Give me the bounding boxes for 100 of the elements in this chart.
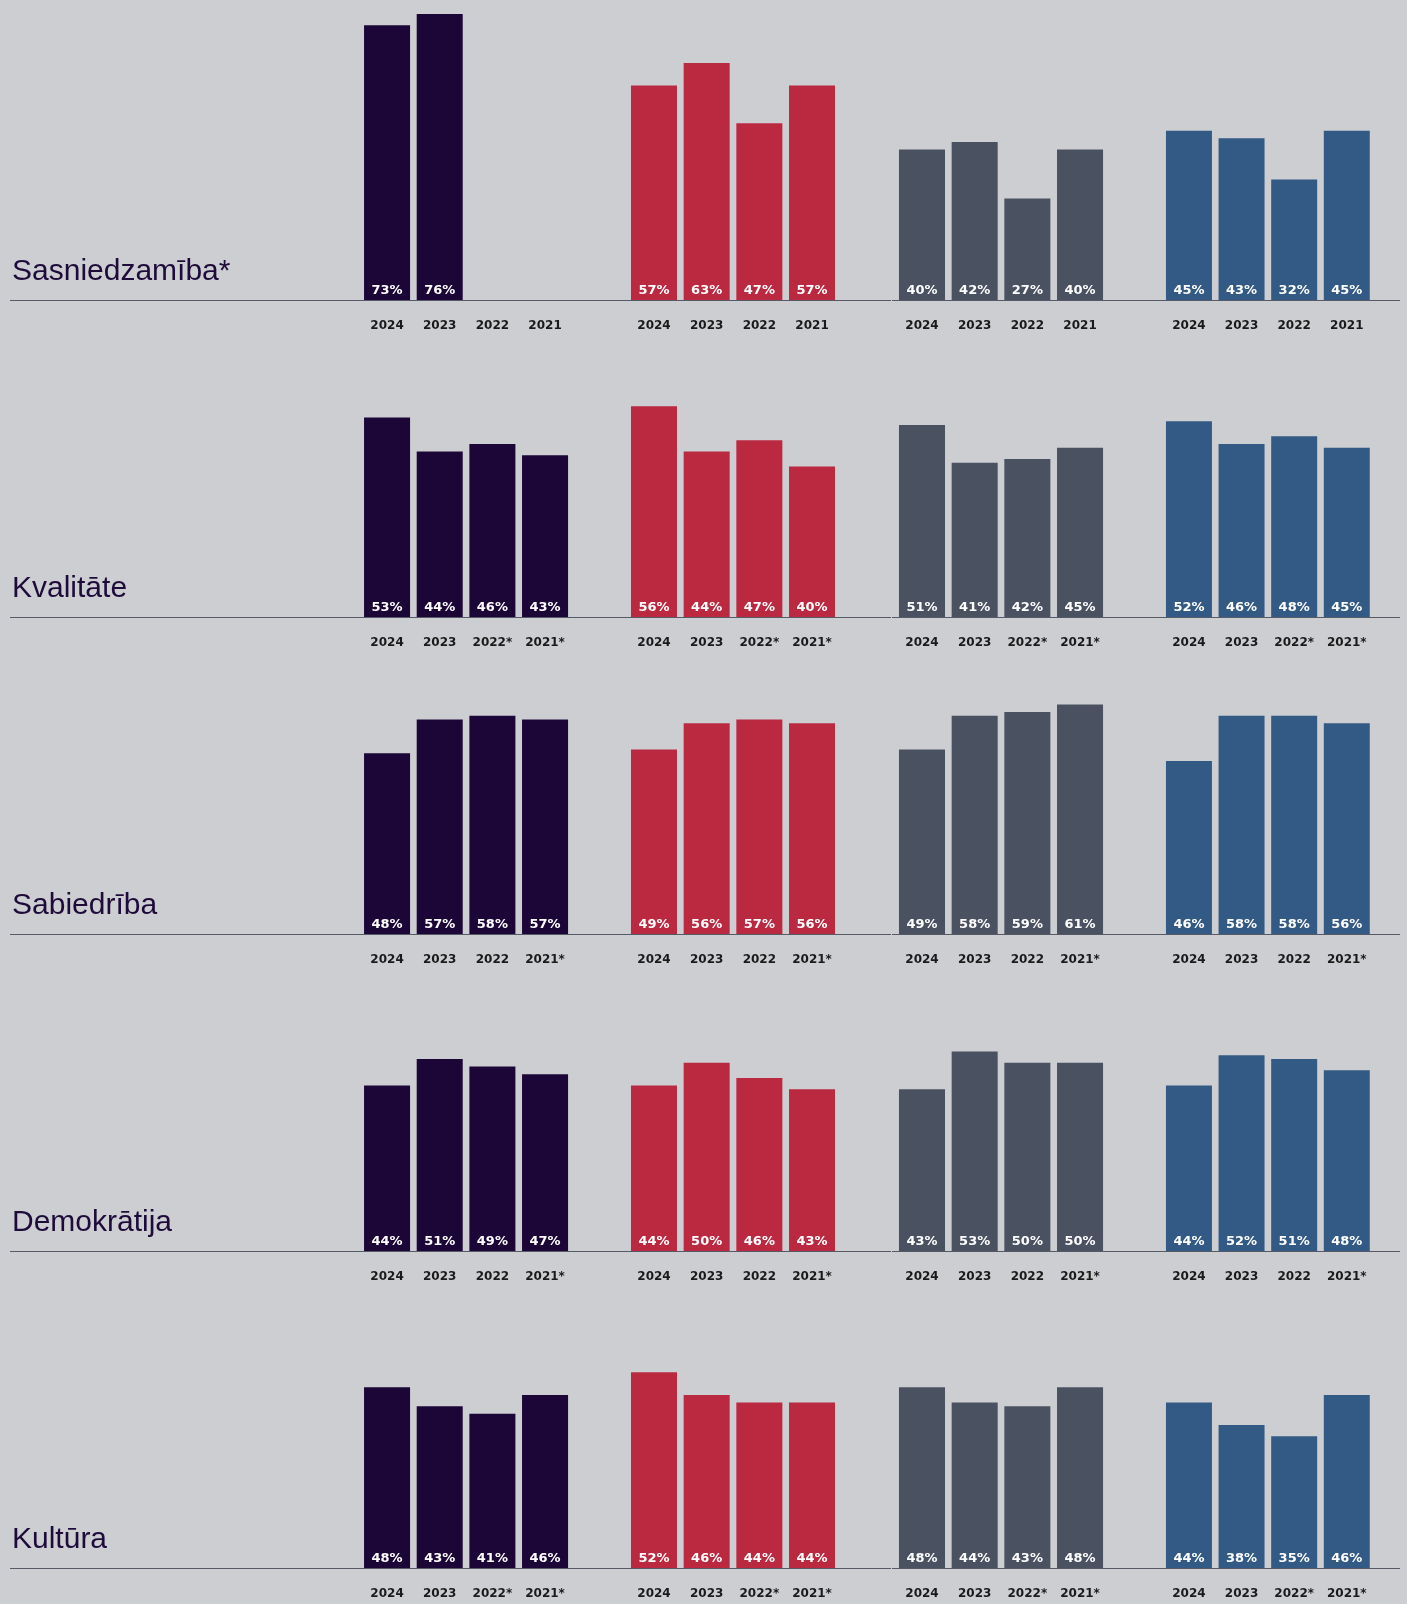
x-tick-label: 2022 xyxy=(475,318,510,333)
data-label: 46% xyxy=(476,599,508,614)
data-label: 27% xyxy=(1011,282,1043,297)
x-tick-label: 2021 xyxy=(795,318,830,333)
data-label: 73% xyxy=(371,282,403,297)
data-label: 48% xyxy=(1278,599,1310,614)
bar xyxy=(1270,1059,1317,1251)
x-tick-label: 2024 xyxy=(904,952,939,967)
data-label: 56% xyxy=(1330,916,1362,931)
x-tick-label: 2022 xyxy=(475,1269,510,1284)
bar xyxy=(789,466,836,617)
data-label: 51% xyxy=(1278,1233,1310,1248)
data-label: 38% xyxy=(1225,1550,1257,1565)
data-label: 43% xyxy=(529,599,561,614)
data-label: 41% xyxy=(958,599,990,614)
y-axis-title: Sabiedrība xyxy=(12,887,158,920)
data-label: 43% xyxy=(424,1550,456,1565)
data-label: 43% xyxy=(796,1233,828,1248)
data-label: 53% xyxy=(371,599,403,614)
bar xyxy=(364,1085,411,1251)
x-tick-label: 2024 xyxy=(370,1269,404,1284)
bar xyxy=(736,440,783,617)
bar xyxy=(1323,1394,1370,1568)
x-tick-label: 2023 xyxy=(423,1586,457,1601)
data-label: 48% xyxy=(1330,1233,1362,1248)
data-label: 41% xyxy=(476,1550,508,1565)
x-tick-label: 2022 xyxy=(1277,318,1311,333)
x-tick-label: 2021* xyxy=(525,952,566,967)
x-tick-label: 2022* xyxy=(472,1586,513,1601)
bar xyxy=(364,1387,411,1568)
x-tick-label: 2022 xyxy=(1277,1269,1311,1284)
data-label: 57% xyxy=(529,916,561,931)
x-tick-label: 2023 xyxy=(1224,1269,1258,1284)
x-tick-label: 2021 xyxy=(1062,318,1097,333)
x-tick-label: 2024 xyxy=(1171,635,1206,650)
data-label: 46% xyxy=(1172,916,1205,931)
data-label: 40% xyxy=(905,282,938,297)
bar xyxy=(1218,1425,1265,1568)
x-tick-label: 2023 xyxy=(690,952,724,967)
x-tick-label: 2022 xyxy=(475,952,510,967)
x-tick-label: 2023 xyxy=(423,318,457,333)
x-tick-label: 2023 xyxy=(1224,318,1258,333)
x-tick-label: 2023 xyxy=(957,318,991,333)
data-label: 44% xyxy=(958,1550,990,1565)
data-label: 46% xyxy=(691,1550,723,1565)
data-label: 46% xyxy=(1225,599,1257,614)
x-tick-label: 2024 xyxy=(904,1269,939,1284)
bar xyxy=(631,406,678,617)
x-tick-label: 2021* xyxy=(792,635,833,650)
x-tick-label: 2024 xyxy=(904,318,939,333)
x-tick-label: 2022* xyxy=(1273,1586,1315,1601)
x-tick-label: 2021* xyxy=(1326,635,1367,650)
data-label: 44% xyxy=(1172,1233,1205,1248)
x-tick-label: 2021 xyxy=(1329,318,1364,333)
data-label: 46% xyxy=(1330,1550,1362,1565)
x-tick-label: 2023 xyxy=(957,1586,991,1601)
x-tick-label: 2024 xyxy=(904,1586,939,1601)
x-tick-label: 2024 xyxy=(1171,1586,1206,1601)
x-tick-label: 2022 xyxy=(743,952,777,967)
data-label: 45% xyxy=(1063,599,1096,614)
data-label: 48% xyxy=(905,1550,938,1565)
data-label: 46% xyxy=(529,1550,561,1565)
bar xyxy=(522,1394,569,1568)
x-tick-label: 2021* xyxy=(525,635,566,650)
x-tick-label: 2022 xyxy=(743,1269,777,1284)
x-tick-label: 2023 xyxy=(423,1269,457,1284)
data-label: 59% xyxy=(1011,916,1043,931)
data-label: 49% xyxy=(905,916,938,931)
data-label: 57% xyxy=(638,282,670,297)
bar xyxy=(1270,1436,1317,1568)
x-tick-label: 2023 xyxy=(1224,952,1258,967)
bar xyxy=(1165,421,1212,617)
data-label: 40% xyxy=(1063,282,1096,297)
bar xyxy=(522,1074,569,1251)
bar xyxy=(1218,1055,1265,1251)
x-tick-label: 2022 xyxy=(1010,318,1044,333)
data-label: 44% xyxy=(371,1233,403,1248)
data-label: 51% xyxy=(905,599,938,614)
x-tick-label: 2021* xyxy=(1059,952,1101,967)
data-label: 43% xyxy=(905,1233,938,1248)
data-label: 57% xyxy=(796,282,828,297)
bar xyxy=(1165,1402,1212,1568)
x-tick-label: 2023 xyxy=(690,1586,724,1601)
bar xyxy=(469,443,516,617)
x-tick-label: 2024 xyxy=(1171,1269,1206,1284)
bar xyxy=(364,417,411,617)
x-tick-label: 2023 xyxy=(423,635,457,650)
x-tick-label: 2021* xyxy=(525,1269,566,1284)
x-tick-label: 2023 xyxy=(690,635,724,650)
x-tick-label: 2024 xyxy=(637,635,672,650)
data-label: 63% xyxy=(691,282,723,297)
data-label: 47% xyxy=(529,1233,561,1248)
y-axis-title: Kultūra xyxy=(12,1521,108,1554)
x-tick-label: 2022 xyxy=(1010,1269,1044,1284)
data-label: 47% xyxy=(744,282,776,297)
data-label: 45% xyxy=(1172,282,1205,297)
x-tick-label: 2021* xyxy=(1326,1269,1367,1284)
x-tick-label: 2022* xyxy=(1273,635,1315,650)
bar xyxy=(469,1413,516,1568)
data-label: 40% xyxy=(796,599,828,614)
